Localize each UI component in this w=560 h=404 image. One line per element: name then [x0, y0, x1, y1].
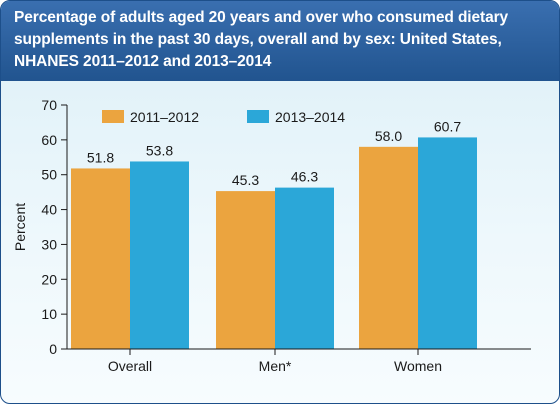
data-label: 53.8 [146, 142, 173, 158]
y-tick-label: 30 [41, 236, 57, 252]
y-axis-title: Percent [12, 203, 28, 251]
data-label: 46.3 [291, 169, 318, 185]
x-tick-label: Women [394, 358, 442, 374]
legend-swatch [102, 110, 124, 123]
x-tick-label: Men* [259, 358, 292, 374]
x-tick-label: Overall [108, 358, 152, 374]
y-tick-label: 50 [41, 167, 57, 183]
bar-2013-2014 [418, 137, 477, 349]
legend: 2011–2012 2013–2014 [102, 109, 345, 125]
data-labels: 51.8 53.8 45.3 46.3 58.0 60.7 [87, 118, 461, 188]
legend-label: 2011–2012 [130, 109, 199, 125]
legend-swatch [247, 110, 269, 123]
y-tick-label: 70 [41, 97, 57, 113]
data-label: 58.0 [375, 128, 402, 144]
bar-2011-2012 [216, 191, 275, 349]
chart-title: Percentage of adults aged 20 years and o… [14, 9, 509, 70]
legend-label: 2013–2014 [275, 109, 345, 125]
data-label: 45.3 [232, 172, 259, 188]
y-tick-label: 60 [41, 132, 57, 148]
y-tick-label: 0 [49, 341, 57, 357]
bar-2011-2012 [359, 146, 418, 349]
bar-2011-2012 [71, 168, 130, 349]
data-label: 51.8 [87, 149, 114, 165]
bar-2013-2014 [130, 161, 189, 349]
axes: 0 10 20 30 40 50 60 70 Percent Overall Men* Women [12, 97, 531, 374]
y-tick-label: 40 [41, 202, 57, 218]
title-banner: Percentage of adults aged 20 years and o… [1, 1, 559, 81]
y-tick-label: 10 [41, 306, 57, 322]
bar-chart: 2011–2012 2013–2014 0 10 20 30 40 50 60 70 Percen… [12, 97, 531, 374]
bars [71, 137, 477, 349]
data-label: 60.7 [434, 118, 461, 134]
y-tick-label: 20 [41, 271, 57, 287]
bar-2013-2014 [275, 187, 334, 349]
